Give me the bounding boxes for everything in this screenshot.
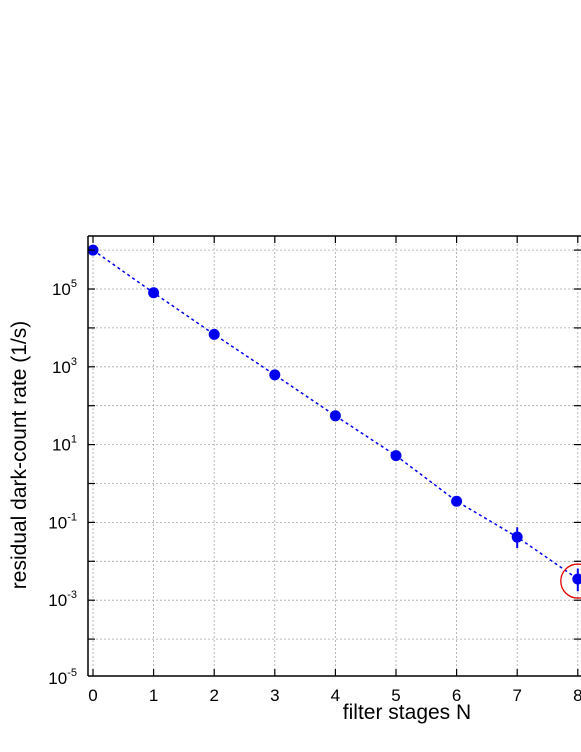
data-point bbox=[390, 450, 402, 462]
x-axis-label: filter stages N bbox=[343, 701, 471, 724]
y-tick-label: 101 bbox=[52, 434, 77, 455]
data-point bbox=[269, 369, 281, 381]
data-point bbox=[572, 573, 581, 585]
x-tick-label: 1 bbox=[149, 686, 158, 705]
grid bbox=[88, 236, 581, 676]
y-tick-label: 10-1 bbox=[48, 511, 77, 532]
data-point bbox=[148, 287, 160, 299]
x-tick-label: 4 bbox=[331, 686, 340, 705]
x-tick-label: 2 bbox=[209, 686, 218, 705]
series-line bbox=[92, 249, 579, 580]
x-tick-label: 6 bbox=[452, 686, 461, 705]
y-axis-label: residual dark-count rate (1/s) bbox=[8, 321, 31, 589]
highlight-circle bbox=[560, 563, 581, 599]
data-point bbox=[329, 410, 341, 422]
data-point bbox=[451, 495, 463, 507]
x-tick-label: 5 bbox=[391, 686, 400, 705]
y-tick-label: 105 bbox=[52, 278, 77, 299]
axes bbox=[87, 235, 581, 677]
y-tick-label: 10-5 bbox=[48, 667, 77, 688]
y-tick-label: 10-3 bbox=[48, 589, 77, 610]
x-tick-label: 0 bbox=[88, 686, 97, 705]
x-tick-label: 8 bbox=[573, 686, 581, 705]
data-point bbox=[511, 531, 523, 543]
y-tick-label: 103 bbox=[52, 356, 77, 377]
x-tick-label: 3 bbox=[270, 686, 279, 705]
data-series bbox=[87, 244, 581, 599]
x-tick-label: 7 bbox=[512, 686, 521, 705]
tick-labels: 0 1 2 3 4 5 6 7 8 105 103 101 10-1 10-3 10-5 bbox=[48, 278, 581, 705]
data-point bbox=[208, 328, 220, 340]
